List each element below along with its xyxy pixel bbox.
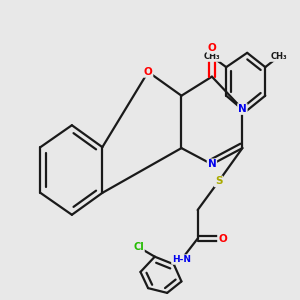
Text: CH₃: CH₃ (270, 52, 287, 61)
Text: O: O (144, 67, 152, 77)
Text: O: O (218, 234, 227, 244)
Text: Cl: Cl (133, 242, 144, 252)
Text: N: N (208, 159, 216, 169)
Text: H-N: H-N (172, 255, 191, 264)
Text: N: N (238, 104, 247, 114)
Text: CH₃: CH₃ (204, 52, 220, 61)
Text: S: S (215, 176, 222, 186)
Text: O: O (208, 43, 216, 53)
